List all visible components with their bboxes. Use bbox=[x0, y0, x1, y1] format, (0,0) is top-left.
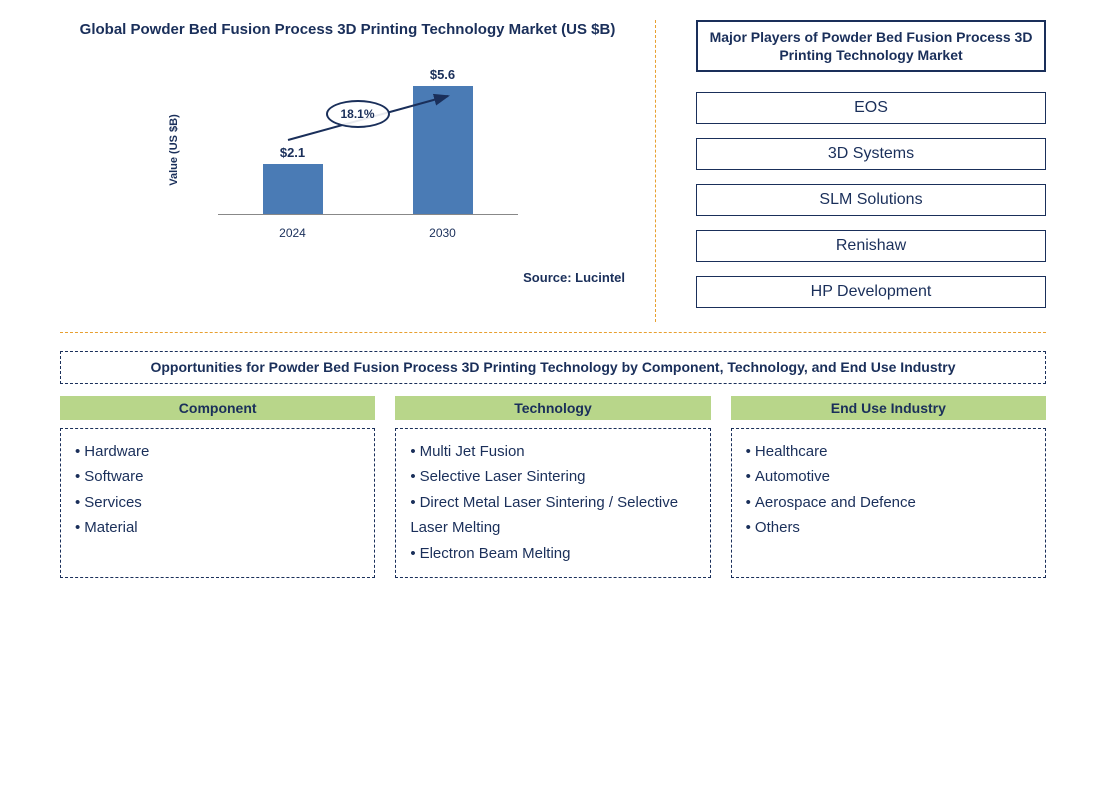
opp-header-technology: Technology bbox=[395, 396, 710, 420]
bar-value-label: $2.1 bbox=[280, 145, 305, 160]
growth-rate-badge: 18.1% bbox=[326, 100, 390, 128]
list-item: •Selective Laser Sintering bbox=[410, 464, 695, 490]
opp-col-technology: Technology •Multi Jet Fusion •Selective … bbox=[395, 396, 710, 578]
top-section: Global Powder Bed Fusion Process 3D Prin… bbox=[60, 20, 1046, 333]
item-text: Hardware bbox=[84, 443, 149, 460]
item-text: Automotive bbox=[755, 468, 830, 485]
source-label: Source: Lucintel bbox=[523, 270, 625, 285]
bar-chart: Value (US $B) $2.1 $5.6 bbox=[158, 60, 538, 240]
player-item: EOS bbox=[696, 92, 1046, 124]
player-item: HP Development bbox=[696, 276, 1046, 308]
bars-container: $2.1 $5.6 bbox=[218, 60, 518, 215]
item-text: Multi Jet Fusion bbox=[420, 443, 525, 460]
list-item: •Services bbox=[75, 490, 360, 516]
list-item: •Others bbox=[746, 515, 1031, 541]
list-item: •Material bbox=[75, 515, 360, 541]
bar-group-2030: $5.6 bbox=[408, 67, 478, 214]
chart-title: Global Powder Bed Fusion Process 3D Prin… bbox=[80, 20, 616, 40]
list-item: •Hardware bbox=[75, 439, 360, 465]
item-text: Selective Laser Sintering bbox=[420, 468, 586, 485]
opp-list-component: •Hardware •Software •Services •Material bbox=[60, 428, 375, 578]
x-axis-labels: 2024 2030 bbox=[218, 226, 518, 240]
chart-panel: Global Powder Bed Fusion Process 3D Prin… bbox=[60, 20, 656, 322]
item-text: Electron Beam Melting bbox=[420, 545, 571, 562]
list-item: •Multi Jet Fusion bbox=[410, 439, 695, 465]
opp-list-enduse: •Healthcare •Automotive •Aerospace and D… bbox=[731, 428, 1046, 578]
major-players-panel: Major Players of Powder Bed Fusion Proce… bbox=[696, 20, 1046, 322]
bar-2024 bbox=[263, 164, 323, 214]
opp-col-enduse: End Use Industry •Healthcare •Automotive… bbox=[731, 396, 1046, 578]
opportunities-section: Opportunities for Powder Bed Fusion Proc… bbox=[60, 351, 1046, 577]
x-label-2030: 2030 bbox=[408, 226, 478, 240]
list-item: •Direct Metal Laser Sintering / Selectiv… bbox=[410, 490, 695, 541]
player-item: 3D Systems bbox=[696, 138, 1046, 170]
item-text: Software bbox=[84, 468, 143, 485]
list-item: •Automotive bbox=[746, 464, 1031, 490]
opp-header-enduse: End Use Industry bbox=[731, 396, 1046, 420]
player-item: SLM Solutions bbox=[696, 184, 1046, 216]
item-text: Material bbox=[84, 519, 137, 536]
player-item: Renishaw bbox=[696, 230, 1046, 262]
bar-value-label: $5.6 bbox=[430, 67, 455, 82]
list-item: •Electron Beam Melting bbox=[410, 541, 695, 567]
item-text: Services bbox=[84, 494, 142, 511]
item-text: Healthcare bbox=[755, 443, 828, 460]
list-item: •Healthcare bbox=[746, 439, 1031, 465]
opp-header-component: Component bbox=[60, 396, 375, 420]
opp-col-component: Component •Hardware •Software •Services … bbox=[60, 396, 375, 578]
list-item: •Software bbox=[75, 464, 360, 490]
bar-group-2024: $2.1 bbox=[258, 145, 328, 214]
item-text: Aerospace and Defence bbox=[755, 494, 916, 511]
opportunities-columns: Component •Hardware •Software •Services … bbox=[60, 396, 1046, 578]
y-axis-label: Value (US $B) bbox=[167, 114, 179, 186]
opp-list-technology: •Multi Jet Fusion •Selective Laser Sinte… bbox=[395, 428, 710, 578]
bar-2030 bbox=[413, 86, 473, 214]
players-title: Major Players of Powder Bed Fusion Proce… bbox=[696, 20, 1046, 72]
x-label-2024: 2024 bbox=[258, 226, 328, 240]
list-item: •Aerospace and Defence bbox=[746, 490, 1031, 516]
item-text: Others bbox=[755, 519, 800, 536]
opportunities-title: Opportunities for Powder Bed Fusion Proc… bbox=[60, 351, 1046, 383]
item-text: Direct Metal Laser Sintering / Selective… bbox=[410, 494, 678, 537]
